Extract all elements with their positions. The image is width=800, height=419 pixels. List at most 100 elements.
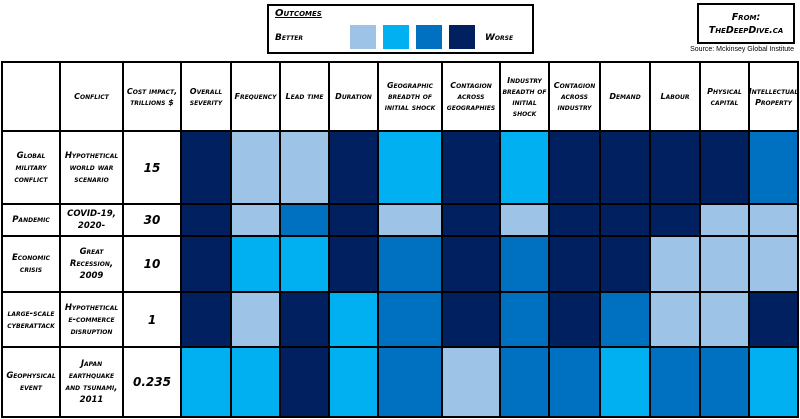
conflict-cell: Hypothetical e-commerce disruption — [64, 302, 119, 337]
column-header-physical-capital: Physical capital — [707, 86, 742, 107]
grid-line-horizontal — [1, 61, 799, 63]
legend-swatch-4 — [449, 25, 475, 49]
column-header-geographic-breadth-of-initial-shock: Geographic breadth of initial shock — [384, 81, 436, 112]
heat-cell — [549, 204, 600, 236]
column-header-overall-severity: Overall severity — [189, 86, 223, 107]
heat-cell — [650, 292, 700, 347]
heat-cell — [378, 236, 442, 292]
heat-cell — [181, 131, 231, 204]
heat-cell — [280, 292, 329, 347]
heat-cell — [442, 236, 500, 292]
grid-line-vertical — [377, 62, 379, 417]
heat-cell — [500, 204, 549, 236]
column-header-contagion-across-geographies: Contagion across geographies — [446, 81, 496, 112]
heat-cell — [329, 347, 378, 417]
grid-line-vertical — [599, 62, 601, 417]
row-label: Global military conflict — [14, 150, 48, 185]
heat-cell — [700, 236, 749, 292]
heat-cell — [181, 236, 231, 292]
legend-better-label: Better — [275, 33, 304, 43]
heat-cell — [549, 292, 600, 347]
heat-cell — [378, 292, 442, 347]
heat-cell — [500, 292, 549, 347]
legend-swatch-2 — [383, 25, 409, 49]
grid-line-vertical — [441, 62, 443, 417]
heat-cell — [650, 204, 700, 236]
heat-cell — [500, 131, 549, 204]
grid-line-horizontal — [1, 291, 799, 293]
column-header-duration: Duration — [335, 92, 372, 101]
grid-line-vertical — [279, 62, 281, 417]
heat-cell — [231, 204, 280, 236]
conflict-cell: Great Recession, 2009 — [69, 247, 114, 281]
column-header-lead-time: Lead time — [285, 92, 324, 101]
grid-line-horizontal — [1, 235, 799, 237]
heat-cell — [442, 204, 500, 236]
heat-cell — [329, 204, 378, 236]
heat-cell — [280, 204, 329, 236]
heat-cell — [749, 236, 798, 292]
grid-line-horizontal — [1, 203, 799, 205]
column-header-conflict: Conflict — [74, 92, 109, 101]
conflict-cell: COVID-19, 2020- — [67, 209, 116, 231]
grid-line-horizontal — [1, 346, 799, 348]
grid-line-vertical — [548, 62, 550, 417]
heat-cell — [378, 347, 442, 417]
conflict-cell: Hypothetical world war scenario — [64, 150, 119, 185]
heat-cell — [500, 347, 549, 417]
source-box: From: TheDeepDive.ca — [697, 3, 795, 44]
grid-line-vertical — [649, 62, 651, 417]
column-header-cost-impact-trillions: Cost impact, trillions $ — [126, 86, 178, 107]
heat-cell — [749, 204, 798, 236]
grid-line-horizontal — [1, 416, 799, 418]
heat-cell — [549, 131, 600, 204]
legend-worse-label: Worse — [485, 33, 514, 43]
heat-cell — [181, 292, 231, 347]
grid-line-horizontal — [1, 130, 799, 132]
legend-title: Outcomes — [275, 8, 322, 19]
cost-cell: 15 — [143, 160, 161, 175]
heat-cell — [700, 347, 749, 417]
conflict-cell: Japan earthquake and tsunami, 2011 — [65, 359, 118, 405]
heat-cell — [700, 131, 749, 204]
grid-line-vertical — [748, 62, 750, 417]
cost-cell: 1 — [147, 312, 157, 327]
legend-swatch-1 — [350, 25, 376, 49]
heat-cell — [749, 131, 798, 204]
grid-line-vertical — [328, 62, 330, 417]
heat-cell — [231, 236, 280, 292]
heat-cell — [442, 292, 500, 347]
column-header-intellectual-property: Intellectual Property — [748, 86, 799, 107]
legend-swatch-3 — [416, 25, 442, 49]
cost-cell: 30 — [143, 213, 161, 227]
heat-cell — [231, 347, 280, 417]
row-label: Economic crisis — [11, 253, 51, 275]
heat-cell — [650, 236, 700, 292]
heat-cell — [749, 292, 798, 347]
source-box-line1: From: — [731, 12, 761, 23]
row-label: Geophysical event — [6, 371, 56, 393]
heat-cell — [700, 292, 749, 347]
cost-cell: 0.235 — [133, 375, 171, 389]
heat-cell — [181, 204, 231, 236]
heat-cell — [442, 131, 500, 204]
heat-cell — [231, 292, 280, 347]
column-header-industry-breadth-of-initial-shock: Industry breadth of initial shock — [502, 75, 547, 118]
heat-cell — [650, 347, 700, 417]
column-header-contagion-across-industry: Contagion across industry — [553, 81, 596, 112]
heat-cell — [700, 204, 749, 236]
heat-cell — [181, 347, 231, 417]
column-header-labour: Labour — [660, 92, 690, 101]
row-label: large-scale cyberattack — [7, 308, 55, 331]
heat-cell — [500, 236, 549, 292]
cost-cell: 10 — [143, 257, 161, 271]
heat-cell — [329, 236, 378, 292]
grid-line-vertical — [230, 62, 232, 417]
heat-cell — [600, 204, 650, 236]
heat-cell — [280, 347, 329, 417]
heat-cell — [549, 347, 600, 417]
heat-cell — [600, 347, 650, 417]
grid-line-vertical — [1, 62, 3, 417]
row-label: Pandemic — [12, 215, 50, 225]
